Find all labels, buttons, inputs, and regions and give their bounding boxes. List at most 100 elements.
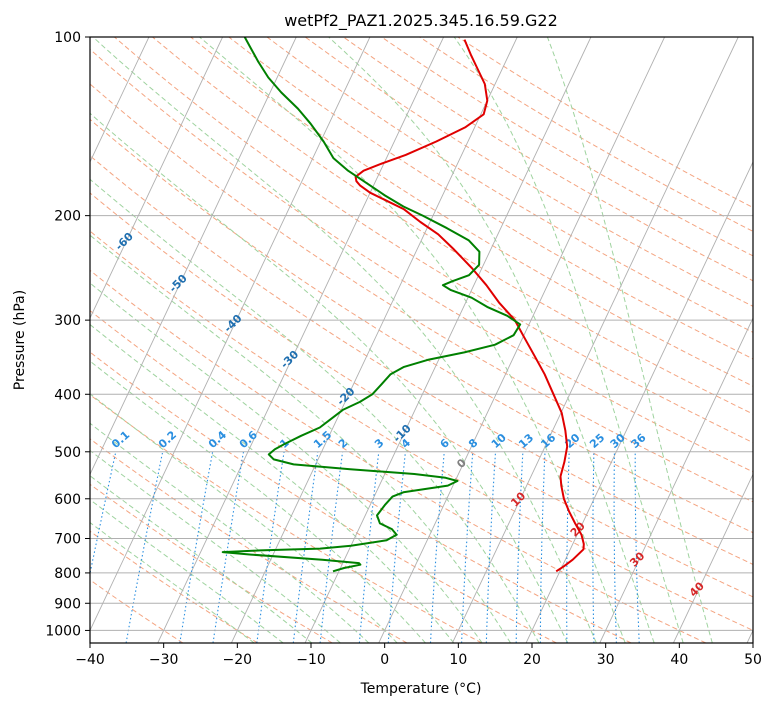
mixing-ratio-line [125, 451, 164, 643]
mixing-ratio-line [613, 451, 617, 643]
dry-adiabat [190, 37, 753, 387]
dry-adiabat [90, 310, 632, 643]
plot-frame [89, 36, 754, 644]
chart-title: wetPf2_PAZ1.2025.345.16.59.G22 [284, 11, 558, 31]
moist-adiabat [546, 37, 713, 643]
isotherm-line [90, 37, 150, 163]
isotherm-label: 0 [454, 456, 469, 471]
y-tick-label: 1000 [45, 623, 81, 639]
dry-adiabat [90, 483, 333, 643]
mixing-ratio-label: 10 [489, 431, 509, 451]
y-tick-label: 800 [54, 566, 81, 582]
mixing-ratio-label: 0.2 [156, 428, 179, 451]
dry-adiabat [90, 438, 408, 643]
x-axis-label: Temperature (°C) [360, 681, 482, 697]
mixing-ratio-line [461, 451, 474, 643]
moist-adiabat [90, 475, 313, 643]
x-tick-label: 40 [670, 652, 688, 668]
moist-adiabat [90, 360, 426, 643]
isotherm-label: -50 [167, 272, 190, 295]
dry-adiabat [90, 230, 753, 631]
y-tick-label: 100 [54, 30, 81, 46]
isotherm-line [90, 37, 297, 476]
isotherm-label: -40 [221, 312, 244, 335]
moist-adiabat [328, 37, 655, 643]
isotherm-line [672, 473, 753, 643]
moist-adiabat [453, 37, 684, 643]
mixing-ratio-label: 3 [372, 436, 386, 451]
isotherm-label: 40 [687, 579, 707, 599]
isotherm-label: 10 [508, 489, 528, 509]
x-tick-label: −30 [149, 652, 179, 668]
mixing-ratio-line [292, 451, 319, 643]
x-tick-label: 10 [449, 652, 467, 668]
dry-adiabat [90, 118, 753, 534]
isotherm-line [90, 37, 371, 632]
y-tick-label: 900 [54, 596, 81, 612]
temperature-profile-line [354, 39, 585, 573]
isotherm-label: -30 [278, 348, 301, 371]
dry-adiabat [343, 37, 753, 282]
moist-adiabat [90, 282, 483, 643]
mixing-ratio-label: 0.6 [237, 428, 260, 451]
moist-adiabat [90, 178, 540, 643]
dry-adiabat [90, 48, 753, 473]
dry-adiabat [266, 37, 753, 333]
isotherm-label: -80 [7, 142, 30, 165]
x-tick-label: 0 [380, 652, 389, 668]
mixing-ratio-label: 25 [587, 431, 607, 451]
mixing-ratio-line [358, 451, 380, 643]
isotherm-line [90, 37, 224, 320]
moist-adiabat [92, 37, 597, 643]
mixing-ratio-label: 16 [538, 431, 558, 451]
isotherm-line [0, 37, 2, 643]
isotherm-line [599, 317, 753, 643]
mixing-ratio-line [387, 451, 406, 643]
dry-adiabat [90, 530, 258, 643]
y-tick-label: 500 [54, 445, 81, 461]
mixing-ratio-line [179, 451, 214, 643]
mixing-ratio-label: 2 [336, 436, 350, 451]
mixing-ratio-label: 13 [516, 431, 536, 451]
x-tick-label: −20 [223, 652, 253, 668]
mixing-ratio-line [566, 451, 570, 643]
isotherm-label: -10 [391, 422, 414, 445]
isotherm-line [378, 37, 666, 643]
dry-adiabat [90, 579, 184, 643]
isotherm-line [230, 37, 518, 643]
isotherm-line [304, 37, 592, 643]
dry-adiabat [90, 351, 557, 643]
mixing-ratio-line [539, 451, 546, 643]
y-tick-label: 300 [54, 313, 81, 329]
isotherm-label: -70 [59, 187, 82, 210]
mixing-ratio-line [256, 451, 285, 643]
y-tick-label: 400 [54, 387, 81, 403]
mixing-ratio-label: 0.1 [109, 428, 132, 451]
x-tick-label: 30 [597, 652, 615, 668]
isotherm-line [157, 37, 445, 643]
moist-adiabat [90, 422, 370, 643]
moist-adiabat [90, 323, 455, 643]
moist-adiabat [90, 449, 341, 643]
sounding-profiles [221, 37, 585, 573]
y-tick-label: 700 [54, 532, 81, 548]
dry-adiabat [419, 37, 753, 232]
mixing-ratio-line [634, 451, 640, 643]
mixing-ratio-label: 36 [628, 431, 648, 451]
mixing-ratio-line [212, 451, 245, 643]
dry-adiabat [304, 37, 753, 307]
isotherm-line [451, 37, 739, 643]
mixing-ratio-label: 0.4 [206, 428, 229, 451]
x-tick-label: 50 [744, 652, 762, 668]
y-axis: 100 200 300 400 500 600 700 800 900 1000 [45, 30, 90, 639]
x-tick-label: −40 [75, 652, 105, 668]
x-tick-label: 20 [523, 652, 541, 668]
mixing-ratio-label: 6 [438, 436, 453, 451]
mixing-ratio-line [592, 451, 595, 643]
moist-adiabat [199, 37, 626, 643]
dewpoint-profile-line [221, 37, 522, 573]
moist-adiabat [90, 234, 511, 643]
dry-adiabat [90, 83, 753, 503]
x-axis: −40 −30 −20 −10 0 10 20 30 40 50 [75, 643, 762, 668]
isotherm-line [525, 160, 753, 643]
